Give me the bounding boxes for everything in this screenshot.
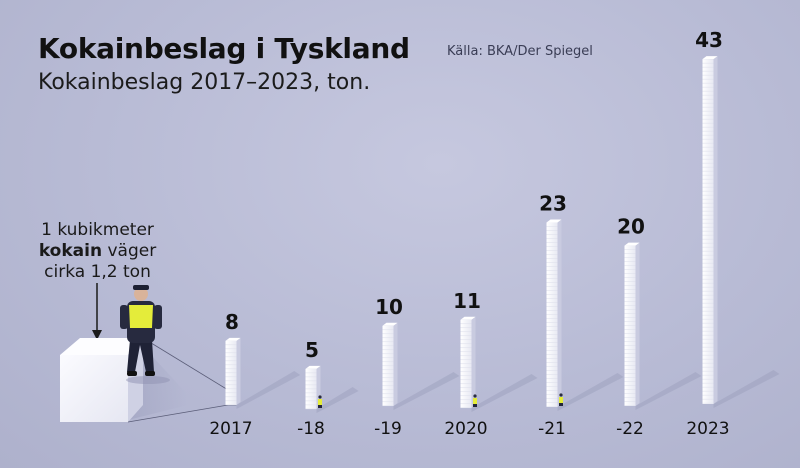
cube-note-bold: kokain — [38, 241, 103, 261]
category-label: -21 — [538, 419, 566, 439]
bar-top — [460, 316, 476, 320]
value-label: 5 — [305, 338, 319, 362]
bar-2023 — [702, 56, 780, 408]
value-label: 10 — [375, 295, 403, 319]
note-arrow — [92, 283, 102, 340]
value-label: 8 — [225, 310, 239, 334]
bar--22 — [624, 242, 702, 410]
bar-top — [624, 242, 640, 246]
bar-side — [393, 322, 398, 406]
police-officer-figure — [120, 285, 170, 384]
bar-top — [546, 219, 562, 223]
bar-shadow — [393, 372, 460, 410]
bar-side — [557, 219, 562, 407]
bar--21 — [546, 219, 624, 411]
category-label: 2020 — [444, 419, 487, 439]
bar-front — [702, 59, 714, 404]
bar-shadow — [236, 371, 301, 409]
bar-top — [225, 337, 241, 341]
category-label: -19 — [374, 419, 402, 439]
value-label: 20 — [617, 215, 645, 239]
chart-title: Kokainbeslag i Tyskland — [38, 32, 410, 65]
small-figure — [559, 393, 563, 406]
value-label: 43 — [695, 28, 723, 52]
bar-top — [702, 56, 718, 60]
bar-side — [713, 56, 718, 404]
bar-side — [236, 337, 241, 405]
cube-note-line2-rest: väger — [102, 241, 157, 261]
small-figure — [318, 395, 322, 408]
bar-2020 — [460, 316, 538, 412]
bars: 8 2017 5 -18 10 -19 11 2020 23 -21 20 -22 43 2023 — [209, 28, 780, 439]
bar--18 — [305, 365, 359, 413]
bar-shadow — [557, 373, 624, 411]
reference-cube — [60, 330, 188, 422]
chart-subtitle: Kokainbeslag 2017–2023, ton. — [38, 70, 371, 95]
category-label: 2017 — [209, 419, 252, 439]
cube-note: 1 kubikmeter kokain väger cirka 1,2 ton — [20, 220, 175, 283]
cube-note-line1: 1 kubikmeter — [41, 220, 154, 240]
value-label: 11 — [453, 289, 481, 313]
bar--19 — [382, 322, 460, 410]
bar-2017 — [225, 337, 301, 409]
cube-note-line2: kokain väger — [20, 241, 175, 262]
bar-top — [382, 322, 398, 326]
category-label: -22 — [616, 419, 644, 439]
small-figure — [473, 394, 477, 407]
bar-shadow — [471, 374, 538, 412]
bar-top — [305, 365, 321, 369]
source-note: Källa: BKA/Der Spiegel — [447, 44, 593, 59]
category-label: 2023 — [686, 419, 729, 439]
category-label: -18 — [297, 419, 325, 439]
cube-note-line3: cirka 1,2 ton — [44, 262, 151, 282]
value-label: 23 — [539, 192, 567, 216]
bar-side — [471, 316, 476, 408]
bar-shadow — [316, 386, 359, 413]
bar-side — [635, 242, 640, 406]
bar-shadow — [635, 372, 702, 410]
bar-shadow — [713, 370, 780, 408]
